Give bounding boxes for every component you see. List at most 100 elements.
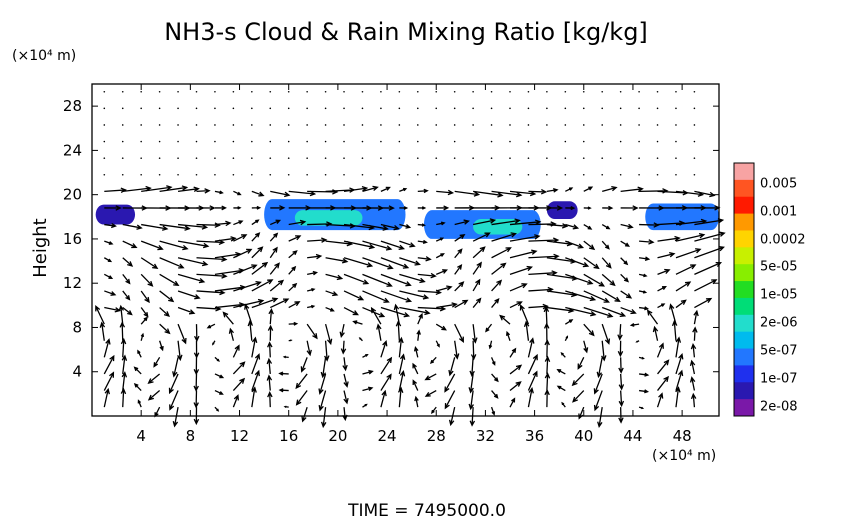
wind-vector: [104, 223, 117, 229]
wind-vector: [398, 336, 404, 358]
wind-vector-dot: [416, 107, 419, 110]
wind-vector-dot: [472, 157, 474, 159]
wind-vector: [251, 386, 257, 408]
wind-vector: [399, 290, 430, 300]
wind-vector-dot: [656, 107, 659, 110]
wind-vector: [214, 220, 232, 227]
wind-vector-dot: [361, 140, 364, 143]
wind-vector: [472, 218, 497, 226]
wind-vector-dot: [251, 140, 253, 143]
wind-vector: [417, 305, 447, 312]
wind-vector-dot: [582, 107, 585, 110]
wind-vector: [362, 273, 393, 287]
colorbar-label: 0.005: [760, 177, 797, 192]
colorbar-label: 2e-08: [760, 400, 798, 415]
wind-vector: [399, 240, 416, 248]
wind-vector: [675, 232, 706, 242]
wind-vector-dot: [398, 173, 401, 176]
wind-vector: [168, 373, 179, 395]
wind-vector: [618, 390, 625, 408]
wind-vector-dot: [324, 157, 327, 159]
x-tick-label: 40: [574, 427, 593, 445]
wind-vector: [583, 290, 610, 303]
wind-vector: [620, 290, 633, 299]
wind-vector: [397, 386, 404, 408]
y-tick-label: 16: [63, 230, 82, 248]
wind-vector: [398, 370, 406, 391]
wind-vector: [104, 290, 117, 296]
wind-vector: [177, 240, 210, 249]
wind-vector: [657, 375, 669, 391]
wind-vector-dot: [656, 140, 659, 143]
colorbar-label: 5e-07: [760, 344, 798, 359]
wind-vector: [601, 306, 627, 318]
wind-vector: [233, 298, 265, 309]
wind-vector: [454, 233, 466, 242]
wind-vector-dot: [638, 90, 640, 93]
wind-vector: [509, 347, 517, 358]
wind-vector: [424, 389, 437, 397]
wind-vector: [454, 281, 465, 292]
x-tick-label: 44: [623, 427, 642, 445]
x-tick-label: 36: [525, 427, 544, 445]
wind-vector: [159, 307, 170, 318]
wind-vector: [177, 273, 206, 284]
colorbar-label: 0.001: [760, 205, 797, 220]
colorbar-swatch: [734, 365, 754, 383]
wind-vector: [251, 297, 279, 309]
wind-vector: [601, 223, 611, 230]
wind-vector: [620, 186, 644, 193]
wind-vector: [343, 257, 374, 268]
wind-vector-dot: [140, 107, 142, 110]
wind-vector-dot: [509, 173, 511, 176]
wind-vector: [267, 341, 273, 358]
wind-vector: [617, 340, 624, 358]
colorbar-swatch: [734, 382, 754, 400]
wind-vector: [380, 240, 406, 250]
wind-vector: [193, 340, 200, 359]
wind-vector-dot: [140, 157, 142, 159]
wind-vector: [505, 330, 511, 341]
wind-vector-dot: [140, 124, 142, 126]
wind-vector: [444, 390, 456, 410]
wind-vector-dot: [251, 157, 253, 159]
wind-vector: [639, 239, 655, 245]
wind-vector: [656, 392, 664, 408]
wind-vector: [122, 273, 131, 285]
wind-vector: [601, 240, 610, 250]
wind-vector: [565, 205, 576, 211]
wind-vector: [283, 405, 289, 409]
wind-vector: [468, 373, 474, 394]
cloud-patch: [473, 219, 523, 235]
wind-vector-dot: [582, 157, 585, 159]
wind-vector: [491, 390, 499, 399]
wind-vector-dot: [693, 157, 696, 159]
wind-vector-dot: [582, 124, 585, 126]
wind-vector-dot: [638, 173, 640, 176]
wind-vector-dot: [121, 140, 124, 143]
wind-vector: [546, 205, 564, 211]
wind-vector-dot: [398, 140, 401, 143]
wind-vector-dot: [453, 173, 456, 176]
wind-vector-dot: [601, 173, 604, 176]
wind-vector-dot: [306, 173, 308, 176]
wind-vector-dot: [158, 90, 161, 93]
wind-vector: [233, 220, 244, 226]
wind-vector: [523, 320, 530, 341]
wind-vector-dot: [121, 90, 124, 93]
wind-vector: [472, 324, 478, 344]
wind-vector-dot: [140, 90, 142, 93]
y-axis-label: Height: [30, 218, 51, 278]
wind-vector-dot: [546, 157, 548, 159]
wind-vector: [177, 290, 201, 300]
wind-vector: [121, 371, 128, 391]
wind-vector: [140, 257, 159, 270]
wind-vector: [639, 389, 650, 394]
wind-vector-dot: [195, 107, 198, 110]
wind-vector-dot: [416, 157, 419, 159]
wind-vector: [472, 278, 481, 292]
wind-vector-dot: [435, 173, 438, 176]
wind-vector-dot: [306, 107, 308, 110]
wind-vector: [196, 256, 228, 263]
wind-vector: [618, 407, 624, 424]
